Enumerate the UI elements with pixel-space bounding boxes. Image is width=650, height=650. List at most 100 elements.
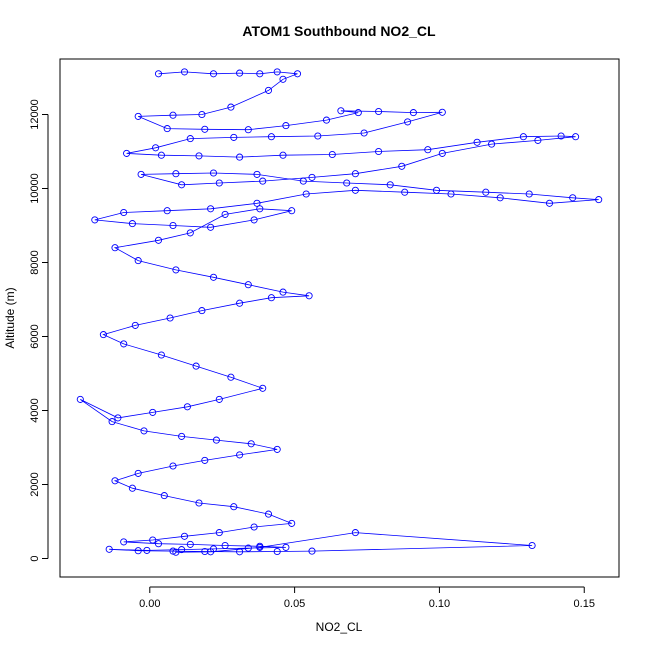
- data-point: [227, 103, 235, 111]
- data-point: [157, 351, 165, 359]
- data-point: [123, 149, 131, 157]
- data-point: [212, 436, 220, 444]
- data-point: [279, 288, 287, 296]
- y-tick-label: 2000: [29, 472, 41, 496]
- data-point: [207, 205, 215, 213]
- data-point: [256, 70, 264, 78]
- data-point: [166, 314, 174, 322]
- data-point: [473, 138, 481, 146]
- data-point: [169, 111, 177, 119]
- data-point: [328, 150, 336, 159]
- data-point: [595, 196, 603, 204]
- y-tick-label: 12000: [29, 99, 41, 130]
- data-point: [282, 543, 290, 551]
- chart-title: ATOM1 Southbound NO2_CL: [242, 23, 436, 39]
- data-point: [128, 220, 136, 228]
- data-point: [236, 299, 244, 307]
- data-point: [180, 68, 189, 76]
- data-point: [140, 427, 148, 435]
- data-point: [215, 529, 223, 537]
- data-point: [360, 129, 368, 137]
- data-point: [108, 418, 116, 426]
- data-point: [519, 133, 527, 141]
- plot-area: [76, 68, 603, 556]
- data-point: [244, 126, 252, 134]
- data-point: [207, 223, 215, 231]
- data-point: [180, 532, 189, 540]
- data-point: [482, 188, 490, 196]
- data-point: [288, 207, 296, 215]
- data-point: [178, 432, 186, 440]
- data-point: [545, 199, 554, 207]
- data-point: [163, 207, 171, 215]
- y-tick-label: 6000: [29, 324, 41, 348]
- data-point: [557, 132, 565, 140]
- data-point: [178, 181, 186, 189]
- data-point: [111, 477, 119, 485]
- data-point: [227, 373, 235, 381]
- data-point: [343, 179, 351, 187]
- data-point: [111, 244, 119, 252]
- data-point: [169, 462, 177, 470]
- data-point: [293, 70, 302, 78]
- data-point: [264, 510, 273, 518]
- data-point: [201, 456, 209, 464]
- y-tick-label: 10000: [29, 173, 41, 204]
- data-point: [351, 529, 359, 537]
- data-point: [172, 548, 180, 556]
- data-point: [398, 162, 406, 170]
- data-point: [230, 133, 238, 141]
- data-point: [91, 216, 99, 224]
- data-point: [253, 199, 261, 207]
- data-point: [186, 229, 194, 237]
- data-point: [282, 122, 290, 130]
- data-point: [209, 70, 218, 78]
- data-point: [230, 503, 238, 511]
- data-point: [134, 112, 142, 120]
- data-point: [105, 545, 113, 553]
- data-point: [305, 292, 313, 300]
- data-point: [424, 146, 432, 154]
- data-point: [236, 69, 244, 77]
- plot-frame: [59, 58, 620, 578]
- y-tick-label: 4000: [29, 398, 41, 422]
- data-point: [143, 546, 151, 554]
- data-point: [221, 210, 229, 218]
- data-point: [302, 190, 310, 198]
- data-point: [432, 186, 441, 194]
- data-point: [375, 147, 383, 156]
- data-point: [209, 169, 218, 177]
- data-point: [267, 294, 275, 302]
- data-point: [160, 492, 168, 500]
- data-point: [178, 546, 186, 554]
- data-point: [273, 68, 281, 76]
- data-point: [250, 216, 258, 224]
- data-point: [154, 70, 163, 78]
- data-point: [299, 177, 307, 185]
- data-point: [256, 205, 264, 213]
- data-point: [264, 86, 273, 94]
- data-point: [244, 544, 252, 552]
- data-point: [404, 118, 412, 126]
- x-tick-label: 0.10: [429, 598, 450, 610]
- data-point: [314, 132, 322, 140]
- data-point: [236, 548, 244, 556]
- data-point: [195, 152, 203, 160]
- data-point: [195, 499, 203, 507]
- data-point: [120, 208, 128, 217]
- data-point: [201, 125, 209, 133]
- data-point: [525, 190, 533, 198]
- data-point: [120, 538, 128, 546]
- data-point: [131, 321, 139, 329]
- x-tick-label: 0.15: [574, 598, 595, 610]
- data-point: [250, 523, 258, 531]
- data-point: [198, 110, 206, 119]
- data-point: [192, 362, 200, 370]
- data-point: [351, 170, 359, 178]
- data-point: [221, 541, 229, 550]
- data-point: [149, 408, 157, 416]
- data-point: [572, 133, 580, 141]
- x-axis: 0.00 0.05 0.10 0.15: [139, 586, 595, 610]
- data-point: [534, 136, 542, 144]
